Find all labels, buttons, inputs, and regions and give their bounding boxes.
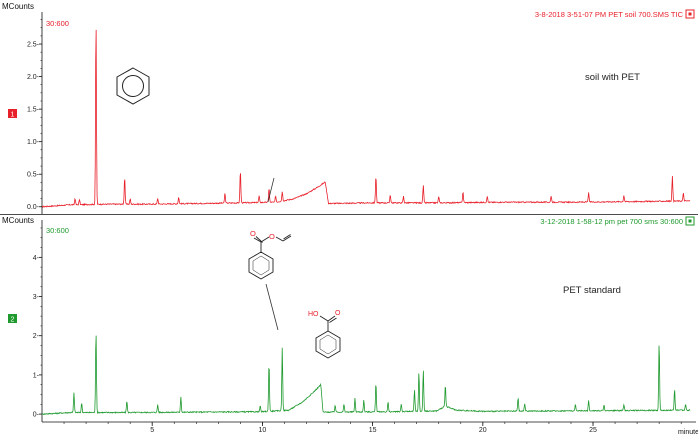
y-tick-label: 3- xyxy=(33,294,40,301)
window-box-dot xyxy=(689,13,692,16)
panel-2-channel: 30:600 xyxy=(46,226,69,235)
panel-soil: MCounts 3-8-2018 3-51-07 PM PET soil 700… xyxy=(2,2,694,214)
y-tick-label: 1- xyxy=(33,372,40,379)
y-tick-label: 1.5- xyxy=(27,107,40,114)
window-box-dot xyxy=(689,220,692,223)
y-tick-label: 2.0- xyxy=(27,74,40,81)
panel-2-header: 3-12-2018 1-58-12 pm pet 700 sms 30:600 xyxy=(540,217,683,226)
y-tick-label: 0.0- xyxy=(27,204,40,211)
x-tick-label: 25 xyxy=(589,427,597,434)
panel-2-axis: 0- 1- 2- 3- 4- 5 10 15 20 25 xyxy=(33,220,696,434)
panel-2-marks xyxy=(74,330,686,406)
benzene-structure-icon xyxy=(117,68,149,104)
series-standard-trace xyxy=(42,336,690,415)
annotation-soil-with-pet: soil with PET xyxy=(585,72,640,83)
annotation-pet-standard: PET standard xyxy=(563,285,621,296)
y-tick-label: 2.5- xyxy=(27,42,40,49)
panel-1-ylabel: MCounts xyxy=(2,2,34,11)
panel-1-channel: 30:600 xyxy=(46,19,69,28)
panel-2-ylabel: MCounts xyxy=(2,216,34,225)
y-tick-label: 1.0- xyxy=(27,139,40,146)
x-tick-label: 10 xyxy=(259,427,267,434)
panel-standard: MCounts 3-12-2018 1-58-12 pm pet 700 sms… xyxy=(2,216,698,434)
panel-1-index-label: 1 xyxy=(11,112,15,119)
panel-1-header: 3-8-2018 3-51-07 PM PET soil 700.SMS TIC xyxy=(535,10,684,19)
series-soil-trace xyxy=(42,30,690,207)
ester-o-label: O xyxy=(269,232,275,241)
y-tick-label: 0.5- xyxy=(27,172,40,179)
y-tick-label: 0- xyxy=(33,412,40,419)
y-tick-label: 2- xyxy=(33,333,40,340)
panel-1-axis: 0.0- 0.5- 1.0- 1.5- 2.0- 2.5- xyxy=(27,12,42,214)
x-tick-label: 5 xyxy=(150,427,154,434)
benzoic-acid-structure-icon xyxy=(316,316,340,358)
acid-carbonyl-o-label: O xyxy=(335,310,341,317)
y-tick-label: 4- xyxy=(33,255,40,262)
x-tick-label: 20 xyxy=(479,427,487,434)
panel-2-index-label: 2 xyxy=(11,317,15,324)
ester-carbonyl-o-label: O xyxy=(250,229,256,238)
x-tick-label: 15 xyxy=(369,427,377,434)
x-axis-label: minutes xyxy=(678,429,698,434)
panel-1-marks xyxy=(75,19,683,200)
acid-hydroxyl-label: HO xyxy=(308,311,319,318)
